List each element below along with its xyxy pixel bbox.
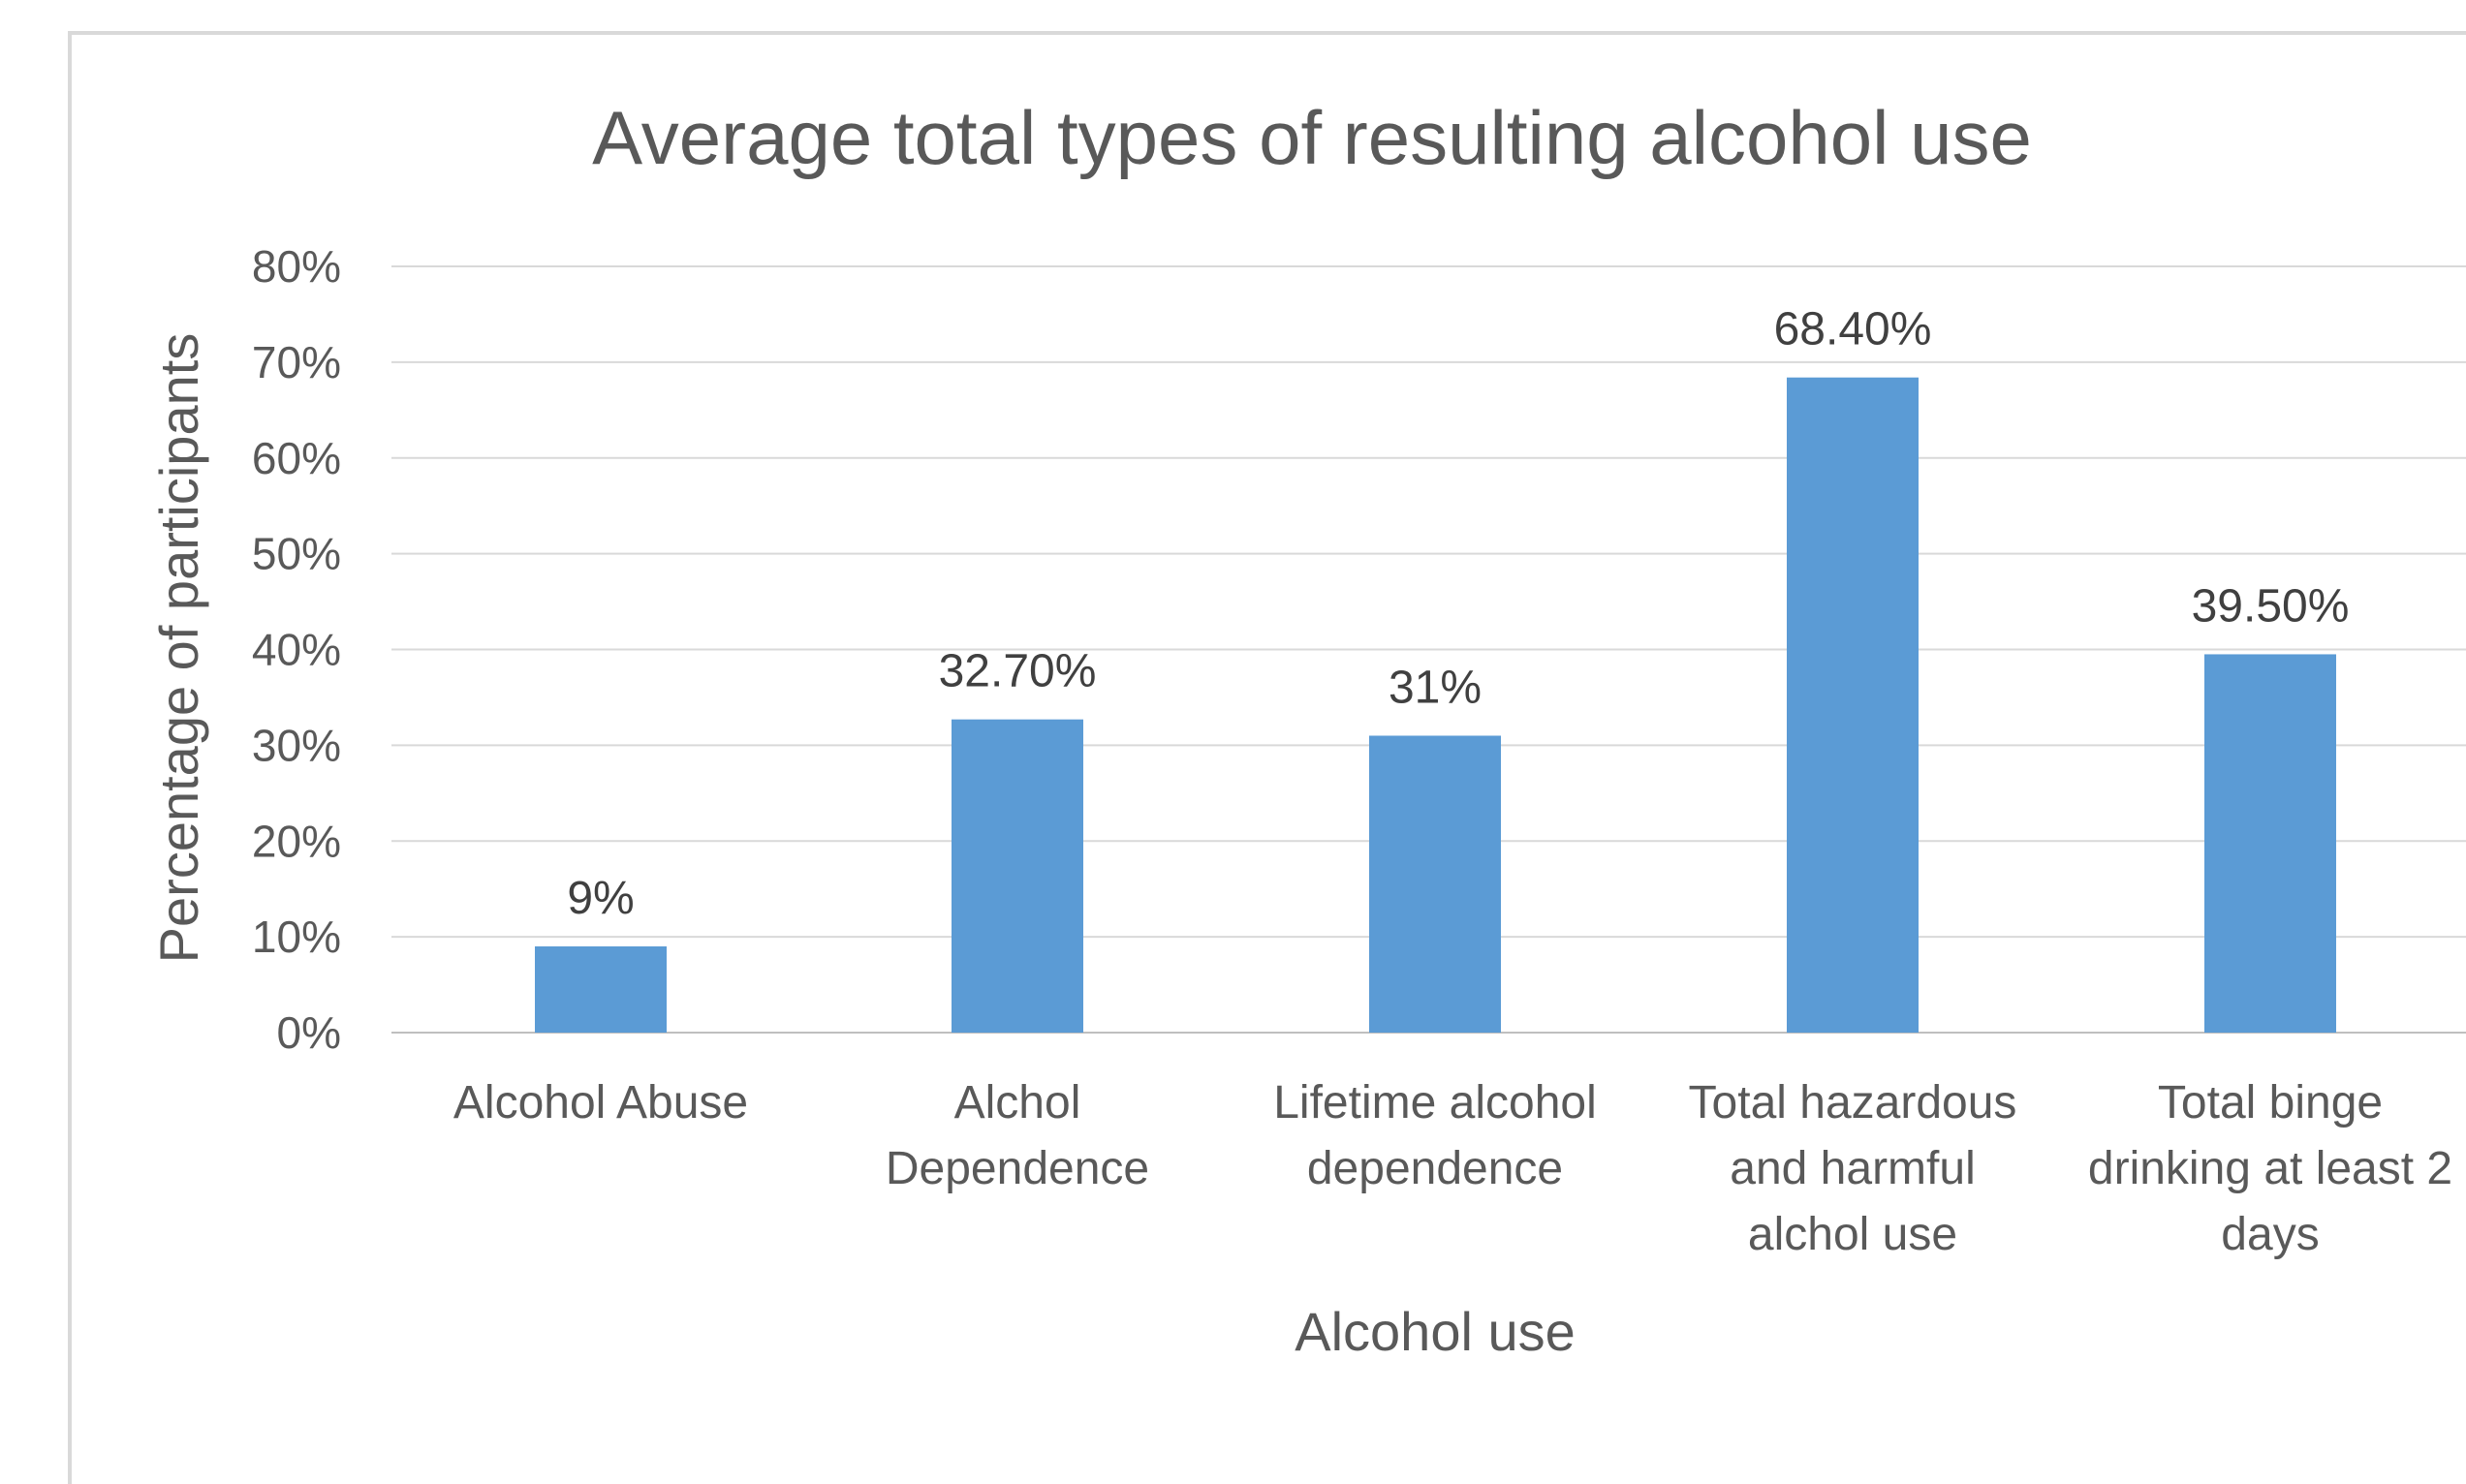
y-tick-label: 60%	[252, 433, 341, 483]
bar	[1787, 377, 1919, 1033]
data-labels: 9% 32.70% 31% 68.40% 39.50%	[567, 304, 2349, 924]
category-label: Total hazardous and harmful alchol use	[1689, 1077, 2017, 1260]
y-tick-label: 30%	[252, 720, 341, 770]
y-tick-labels: 0% 10% 20% 30% 40% 50% 60% 70% 80%	[252, 241, 341, 1058]
bar	[535, 946, 667, 1033]
category-label: Lifetime alcohol dependence	[1273, 1077, 1597, 1194]
gridlines	[391, 265, 2466, 1034]
category-labels: Alcohol Abuse Alchol Dependence Lifetime al…	[453, 1077, 2452, 1260]
x-axis-title: Alcohol use	[1295, 1301, 1576, 1362]
chart-title: Average total types of resulting alcohol…	[592, 95, 2032, 180]
category-label: Total binge drinking at least 2 days	[2088, 1077, 2452, 1260]
bar	[1369, 735, 1501, 1033]
chart-area: 0% 10% 20% 30% 40% 50% 60% 70% 80% 9% 32.70% 31% 68…	[68, 31, 2466, 1484]
bar	[2204, 654, 2336, 1033]
y-tick-label: 10%	[252, 912, 341, 962]
bar	[952, 719, 1083, 1033]
y-tick-label: 40%	[252, 625, 341, 675]
y-tick-label: 70%	[252, 337, 341, 387]
data-label: 9%	[567, 873, 634, 924]
y-tick-label: 50%	[252, 529, 341, 579]
y-tick-label: 0%	[277, 1007, 341, 1058]
bars	[535, 377, 2336, 1033]
y-axis-title: Percentage of participants	[148, 333, 209, 964]
y-tick-label: 20%	[252, 816, 341, 866]
data-label: 32.70%	[939, 646, 1097, 697]
category-label: Alcohol Abuse	[453, 1077, 748, 1128]
data-label: 31%	[1389, 662, 1482, 713]
data-label: 68.40%	[1774, 304, 1932, 356]
category-label: Alchol Dependence	[886, 1077, 1149, 1194]
bar-chart: 0% 10% 20% 30% 40% 50% 60% 70% 80% 9% 32.70% 31% 68…	[148, 95, 2466, 1362]
data-label: 39.50%	[2192, 580, 2350, 632]
y-tick-label: 80%	[252, 241, 341, 292]
